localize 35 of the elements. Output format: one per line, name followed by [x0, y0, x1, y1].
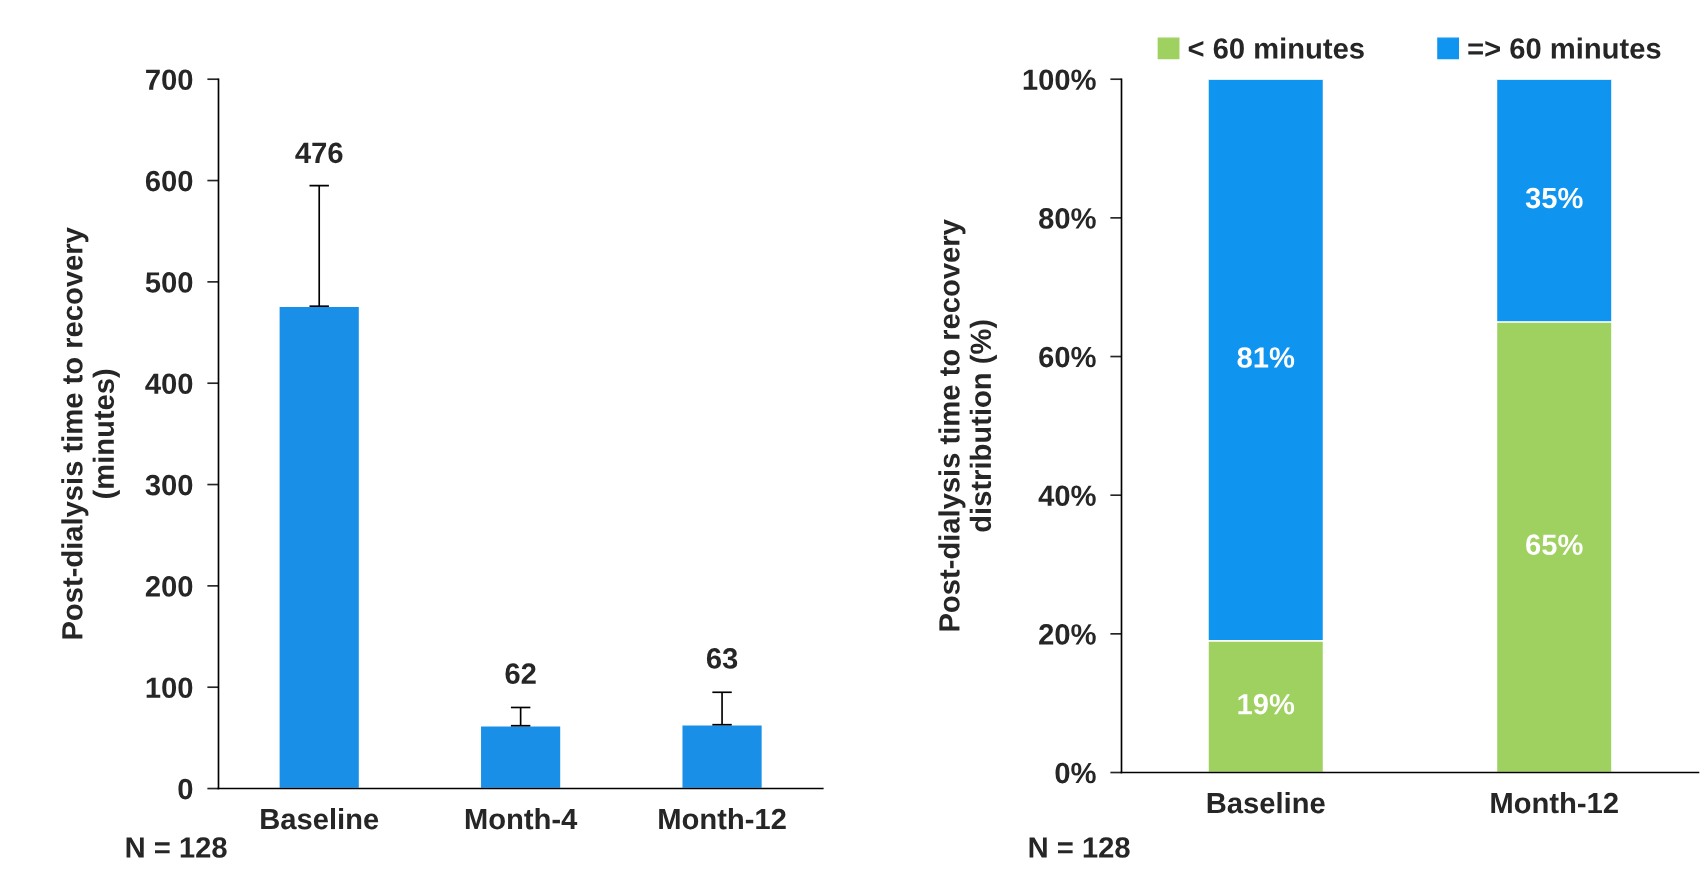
text: 19% [1238, 693, 1295, 715]
y-tick-label: 500 [145, 272, 193, 293]
y-tick-label: 0% [1055, 762, 1096, 784]
y-tick-label: 200 [145, 576, 193, 597]
x-tick-label: Month-12 [659, 807, 786, 830]
bar [681, 724, 764, 789]
text: 65% [1526, 534, 1583, 556]
y-tick-label: 60% [1039, 346, 1096, 368]
legend-label: => 60 minutes [1468, 37, 1661, 59]
y-tick-label: 20% [1039, 624, 1096, 645]
data-label: 62 [505, 663, 536, 684]
text: N = 128 [126, 837, 227, 858]
y-tick-label: 300 [145, 474, 193, 496]
legend-label: < 60 minutes [1188, 37, 1364, 59]
y-tick-label: 700 [146, 69, 193, 91]
x-tick-label: Month-12 [1491, 791, 1618, 814]
x-tick-label: Month-4 [465, 807, 578, 830]
y-tick-label: 80% [1039, 208, 1096, 229]
text: N = 128 [1029, 837, 1130, 858]
bar [278, 305, 361, 789]
text: 35% [1525, 187, 1583, 209]
y-tick-label: 0 [178, 778, 193, 800]
y-tick-label: 600 [145, 170, 193, 192]
y-tick-label: 100% [1023, 69, 1096, 91]
y-tick-label: 400 [145, 373, 193, 395]
text: 81% [1237, 347, 1295, 368]
x-tick-label: Baseline [261, 807, 379, 830]
y-tick-label: 100 [146, 677, 193, 699]
y-axis-title: Post-dialysis time to recovery distribution (%) [938, 219, 997, 631]
y-axis-title: Post-dialysis time to recovery (minutes) [61, 227, 120, 639]
x-tick-label: Baseline [1207, 791, 1325, 814]
data-label: 63 [706, 648, 738, 669]
annotation: 476 [295, 142, 343, 164]
bar [479, 725, 562, 789]
y-tick-label: 40% [1038, 485, 1096, 507]
